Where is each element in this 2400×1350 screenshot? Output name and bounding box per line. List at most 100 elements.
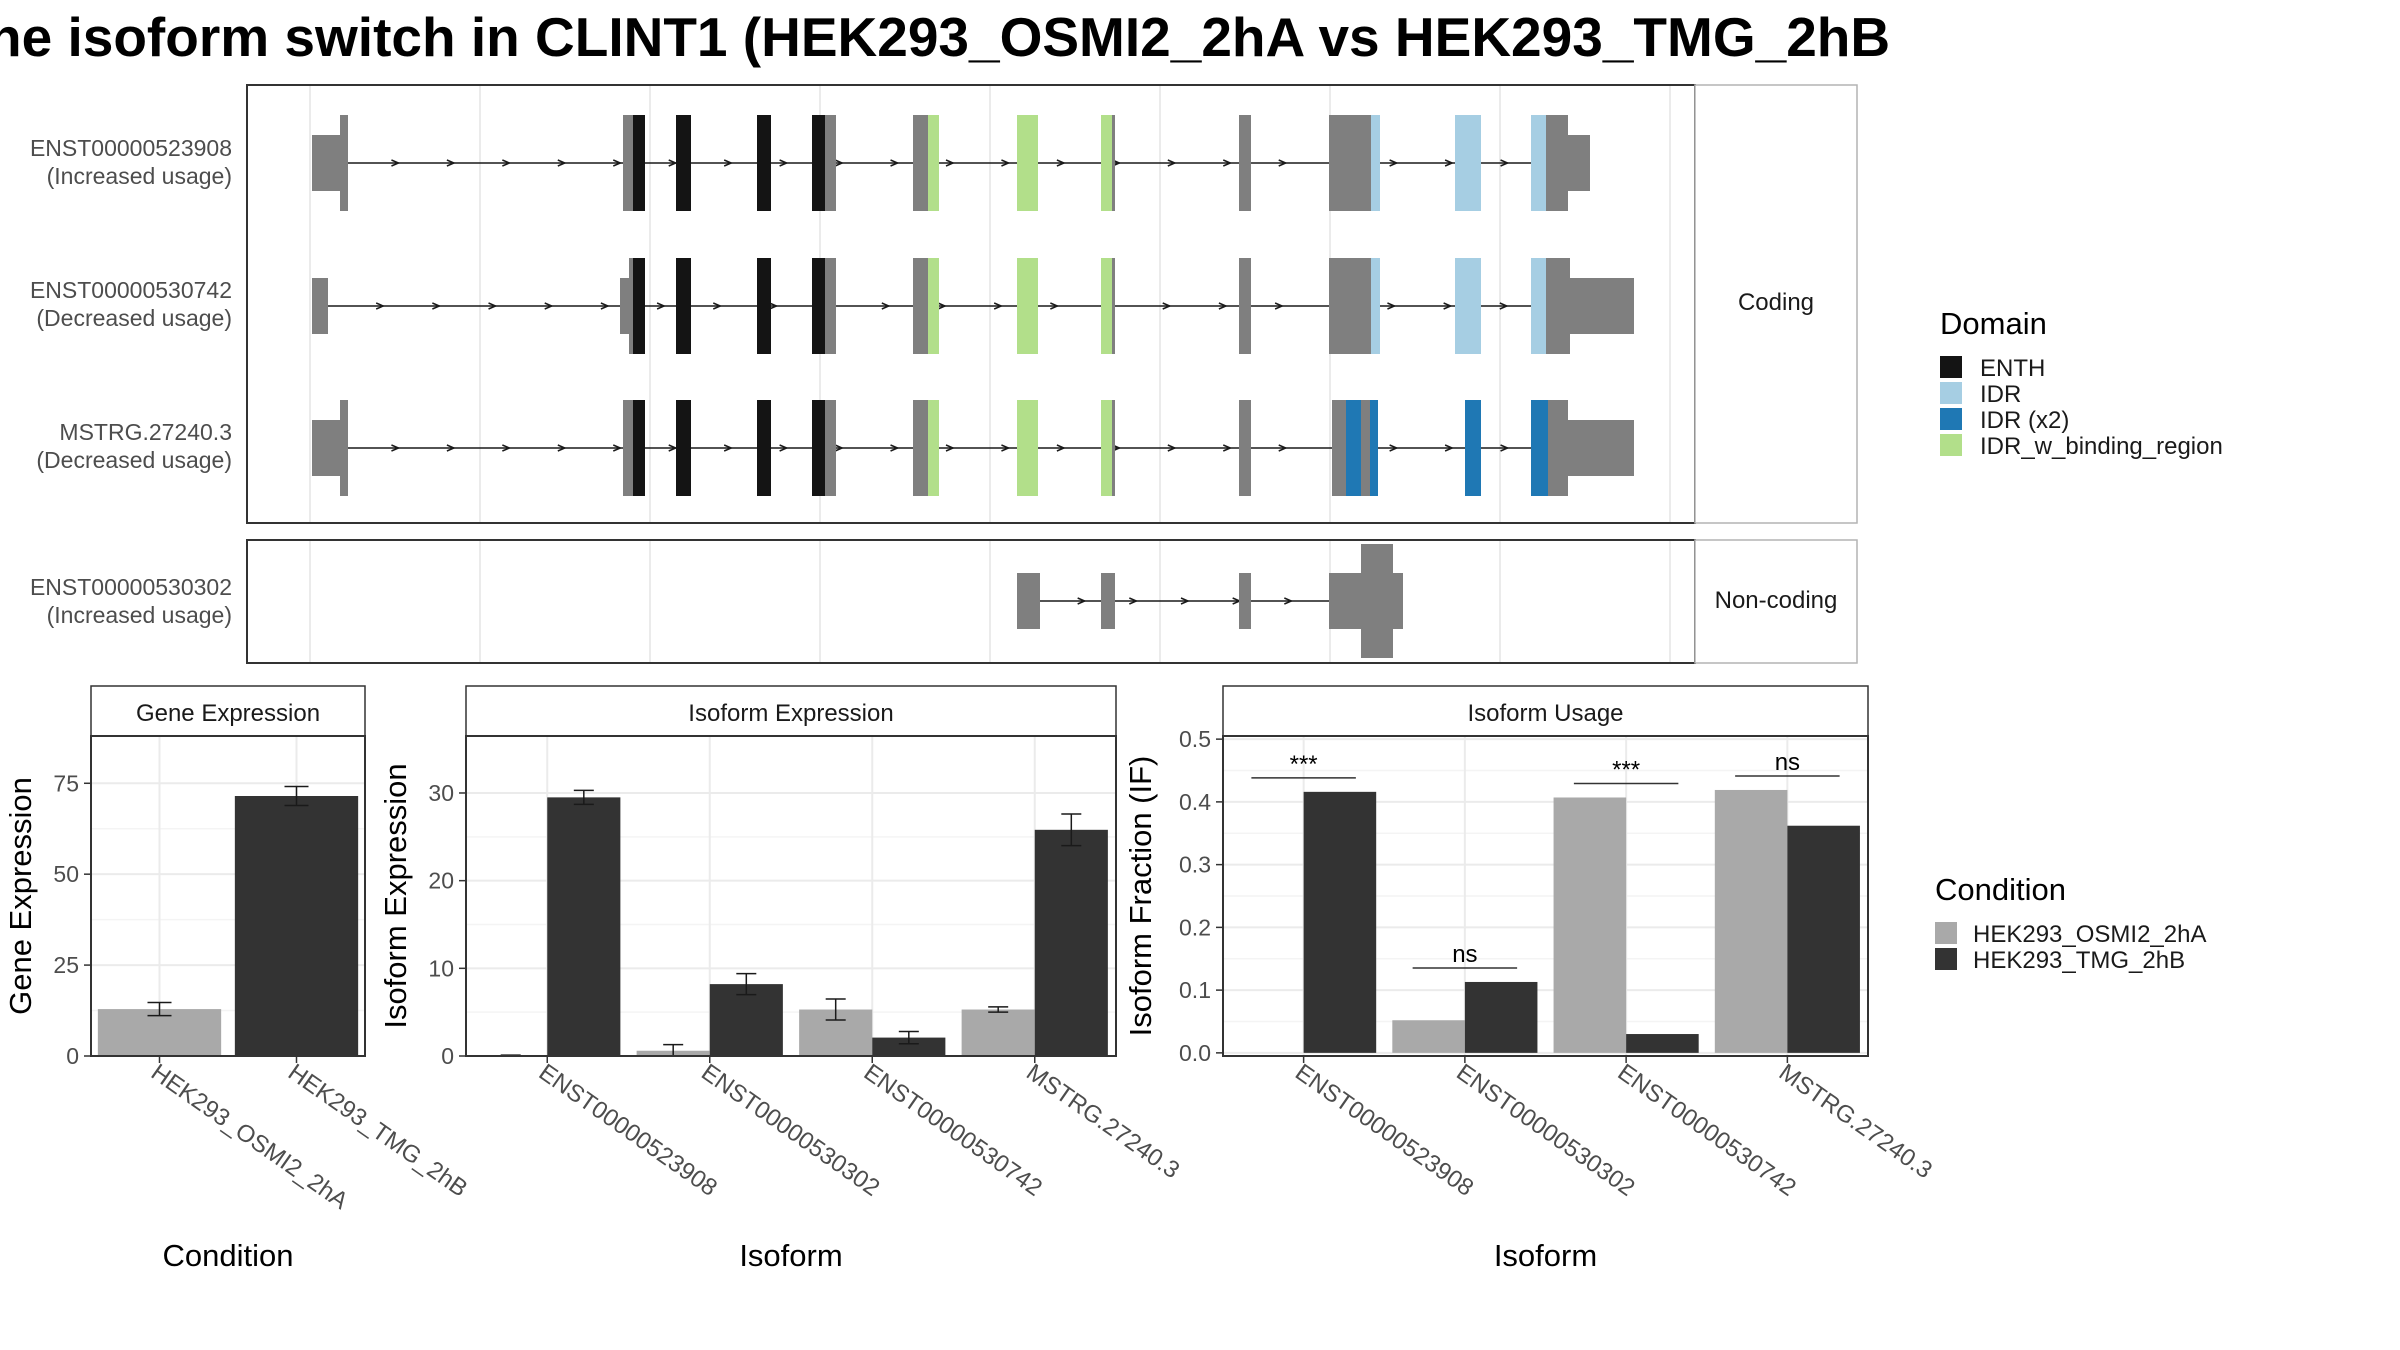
exon-block: [1239, 115, 1251, 211]
domain-legend-title: Domain: [1940, 306, 2047, 341]
strand-arrow: [1278, 444, 1288, 452]
domain-idr-binding: [1101, 115, 1112, 211]
x-tick-label: MSTRG.27240.3: [1774, 1059, 1937, 1184]
strand-arrow: [1050, 302, 1060, 310]
significance-label: ***: [1612, 756, 1640, 783]
x-axis-title: Isoform: [1494, 1238, 1597, 1273]
strand-arrow: [502, 159, 512, 167]
noncoding-panel: [246, 539, 1696, 664]
strand-arrow: [600, 302, 610, 310]
significance-label: ns: [1452, 941, 1477, 968]
strand-arrow: [1387, 302, 1397, 310]
strand-arrow: [712, 302, 723, 310]
strand-arrow: [656, 302, 666, 310]
bar: [1464, 981, 1538, 1053]
bar: [234, 796, 359, 1056]
domain-idr-binding: [1101, 258, 1112, 354]
strand-arrow: [834, 444, 844, 452]
domain-enth: [676, 400, 691, 496]
utr-block: [620, 278, 629, 334]
domain-idr-binding: [1017, 400, 1038, 496]
strand-arrow: [1499, 302, 1509, 310]
exon-block: [1546, 115, 1568, 211]
utr-block: [312, 135, 342, 191]
transcript-usage-label: (Increased usage): [47, 163, 232, 189]
transcript-tracks: [312, 115, 1634, 658]
exon-block: [1332, 400, 1346, 496]
legend-label-enth: ENTH: [1980, 355, 2045, 382]
strand-arrow: [937, 302, 947, 310]
strand-arrow: [1222, 444, 1233, 452]
exon-block: [913, 400, 928, 496]
panel-title: Gene Expression: [136, 700, 320, 727]
exon-block: [913, 258, 928, 354]
domain-idr-binding: [928, 258, 939, 354]
y-axis-title: Isoform Expression: [378, 763, 413, 1028]
y-axis-title: Isoform Fraction (IF): [1123, 756, 1158, 1037]
exon-block: [340, 115, 348, 211]
strand-arrow: [945, 159, 955, 167]
strand-arrow: [612, 159, 623, 167]
y-tick-label: 0.5: [1179, 726, 1211, 752]
condition-legend: Condition HEK293_OSMI2_2hA HEK293_TMG_2h…: [1935, 872, 2206, 974]
domain-enth: [812, 258, 825, 354]
exon-block: [1017, 573, 1040, 629]
exon-block: [623, 115, 633, 211]
bar: [961, 1009, 1035, 1056]
strand-arrow: [1500, 159, 1510, 167]
exon-block: [1329, 115, 1371, 211]
strand-arrow: [1180, 597, 1190, 605]
transcript-id-label: MSTRG.27240.3: [59, 419, 232, 445]
strand-arrow: [1001, 444, 1011, 452]
exon-block: [629, 258, 633, 354]
error-bar: [898, 1030, 919, 1045]
y-tick-label: 25: [53, 952, 79, 978]
strand-arrow: [502, 444, 512, 452]
strand-arrow: [993, 302, 1004, 310]
domain-idr: [1455, 115, 1481, 211]
y-tick-label: 0.1: [1179, 977, 1211, 1003]
error-bar: [573, 789, 594, 806]
strand-arrow: [723, 444, 734, 452]
isoform-expression-chart: Isoform Expression 0 10 20 30 ENST00000523908…: [378, 685, 1184, 1273]
strand-arrow: [890, 159, 900, 167]
domain-idr: [1455, 258, 1481, 354]
strand-arrow: [668, 159, 678, 167]
domain-idr-binding: [928, 115, 939, 211]
panel-border: [90, 735, 366, 1057]
isoform-usage-chart: Isoform Usage *** ns *** ns 0.0 0.1 0.2 0.3 0.4 0.…: [1123, 685, 1937, 1273]
error-bar: [988, 1006, 1009, 1013]
domain-enth: [757, 258, 771, 354]
legend-swatch-cond-b: [1935, 948, 1957, 970]
bar: [1303, 791, 1377, 1053]
legend-swatch-idr-x2: [1940, 408, 1962, 430]
domain-enth: [757, 115, 771, 211]
y-tick-label: 0.2: [1179, 914, 1211, 940]
exon-block: [1329, 573, 1361, 629]
x-tick-label: ENST00000530742: [859, 1059, 1047, 1202]
strand-arrow: [779, 444, 789, 452]
significance-label: ***: [1290, 751, 1318, 778]
strand-arrow: [612, 444, 623, 452]
domain-enth: [633, 115, 645, 211]
domain-idr: [1371, 115, 1380, 211]
strand-arrow: [769, 302, 779, 310]
strand-arrow: [945, 444, 955, 452]
domain-idr: [1531, 115, 1546, 211]
strand-arrow: [557, 444, 567, 452]
strand-arrow: [1444, 444, 1454, 452]
legend-swatch-cond-a: [1935, 922, 1957, 944]
x-tick-label: ENST00000523908: [534, 1059, 722, 1202]
domain-enth: [676, 258, 691, 354]
exon-block: [1548, 400, 1568, 496]
strand-arrow: [1167, 444, 1177, 452]
strand-arrow: [1077, 597, 1087, 605]
domain-enth: [812, 400, 825, 496]
transcript-id-label: ENST00000530742: [30, 277, 232, 303]
strand-arrow: [375, 302, 386, 310]
x-tick-label: ENST00000530742: [1613, 1059, 1801, 1202]
bar: [709, 984, 783, 1056]
figure-title: he isoform switch in CLINT1 (HEK293_OSMI…: [0, 6, 1890, 68]
domain-enth: [757, 400, 771, 496]
